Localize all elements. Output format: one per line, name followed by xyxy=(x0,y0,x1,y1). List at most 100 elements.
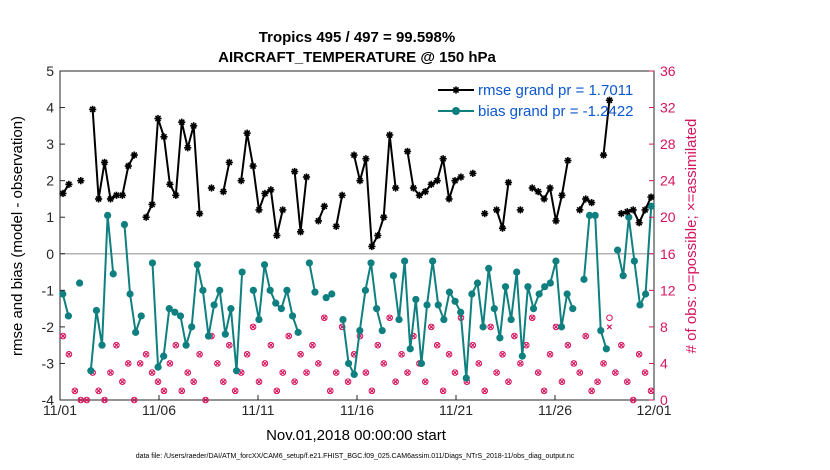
obs-assimilated-point xyxy=(202,397,209,403)
rmse-point xyxy=(552,217,560,225)
bias-point xyxy=(367,259,375,267)
bias-point xyxy=(613,246,622,254)
y-axis-right-label: # of obs: o=possible; ×=assimilated xyxy=(683,119,700,354)
rmse-point xyxy=(261,189,269,198)
rmse-point xyxy=(100,158,109,166)
obs-possible-point xyxy=(641,369,649,376)
obs-possible-point xyxy=(338,323,346,331)
legend-rmse-star xyxy=(452,86,460,94)
obs-possible-point xyxy=(309,341,316,349)
obs-assimilated-point xyxy=(303,369,310,376)
legend: rmse grand pr = 1.7011 bias grand pr = -… xyxy=(438,82,634,120)
rmse-point xyxy=(279,206,287,214)
obs-possible-point xyxy=(380,360,388,367)
obs-assimilated-point xyxy=(404,369,411,376)
rmse-point xyxy=(546,184,554,192)
rmse-point xyxy=(172,191,180,199)
rmse-point xyxy=(148,200,156,209)
bias-point xyxy=(389,272,398,280)
obs-possible-point xyxy=(433,341,441,349)
obs-possible-point xyxy=(71,387,79,395)
y-right-tick-label: 36 xyxy=(660,63,676,79)
rmse-point xyxy=(576,206,584,214)
obs-assimilated-point xyxy=(600,360,607,367)
obs-assimilated-point xyxy=(618,342,624,348)
rmse-point xyxy=(95,195,103,203)
bias-point xyxy=(311,288,319,296)
obs-possible-point xyxy=(511,332,518,340)
rmse-point xyxy=(237,177,245,185)
obs-assimilated-point xyxy=(113,342,120,348)
bias-point xyxy=(204,332,213,340)
obs-possible-point xyxy=(392,378,399,386)
obs-assimilated-point xyxy=(398,351,405,357)
rmse-point xyxy=(255,206,263,214)
bias-point xyxy=(227,305,235,313)
rmse-point xyxy=(629,206,637,214)
y-left-tick-label: -4 xyxy=(42,392,55,408)
legend-bias-label: bias grand pr = -1.2422 xyxy=(478,103,634,120)
obs-possible-point xyxy=(178,387,186,395)
obs-possible-point xyxy=(475,360,483,367)
rmse-point xyxy=(481,209,489,218)
obs-count-markers xyxy=(59,314,655,404)
bias-point xyxy=(59,290,67,298)
obs-assimilated-point xyxy=(559,379,565,385)
rmse-point xyxy=(368,242,376,251)
bias-point xyxy=(199,286,207,294)
rmse-point xyxy=(314,217,322,225)
obs-possible-point xyxy=(101,396,108,404)
rmse-point xyxy=(338,191,346,199)
rmse-point xyxy=(302,173,311,181)
rmse-point xyxy=(184,144,192,152)
rmse-point xyxy=(409,184,418,192)
obs-possible-point xyxy=(534,369,542,376)
x-tick-label: 11/16 xyxy=(340,402,374,418)
obs-possible-point xyxy=(362,369,370,376)
obs-assimilated-point xyxy=(440,388,446,394)
obs-possible-point xyxy=(558,378,566,386)
obs-assimilated-point xyxy=(529,315,535,321)
rmse-line-segment xyxy=(91,109,136,201)
obs-possible-point xyxy=(481,387,489,395)
bias-point xyxy=(277,305,285,313)
obs-assimilated-point xyxy=(321,315,327,321)
legend-bias-marker xyxy=(452,107,460,115)
obs-assimilated-point xyxy=(488,324,494,330)
obs-possible-point xyxy=(374,341,382,349)
chart-title: Tropics 495 / 497 = 99.598% xyxy=(259,29,455,46)
obs-assimilated-point xyxy=(541,388,547,394)
rmse-point xyxy=(249,162,257,170)
obs-possible-point xyxy=(119,378,126,386)
bias-point xyxy=(64,312,73,320)
obs-possible-point xyxy=(570,360,578,367)
obs-possible-point xyxy=(130,396,138,404)
obs-possible-point xyxy=(214,360,221,367)
bias-point xyxy=(260,261,269,269)
bias-point xyxy=(120,220,129,229)
rmse-point xyxy=(516,206,524,214)
bias-point xyxy=(232,367,241,375)
rmse-point xyxy=(528,184,536,192)
obs-assimilated-point xyxy=(612,369,619,376)
obs-possible-point xyxy=(196,351,203,358)
obs-assimilated-point xyxy=(292,379,298,385)
obs-assimilated-point xyxy=(547,351,553,357)
rmse-point xyxy=(219,188,227,196)
y-left-tick-label: 3 xyxy=(46,136,54,152)
bias-point xyxy=(148,259,157,267)
obs-possible-point xyxy=(142,351,150,358)
bias-point xyxy=(154,363,162,371)
bias-point xyxy=(182,341,190,349)
obs-assimilated-point xyxy=(493,369,500,376)
bias-point xyxy=(288,312,297,320)
rmse-series xyxy=(59,96,655,251)
bias-point xyxy=(602,345,610,353)
obs-possible-point xyxy=(487,323,494,331)
bias-point xyxy=(395,315,403,324)
bias-point xyxy=(423,301,431,309)
obs-possible-point xyxy=(297,351,304,358)
obs-assimilated-point xyxy=(363,369,369,376)
y-right-tick-label: 4 xyxy=(660,355,668,371)
obs-possible-point xyxy=(267,341,275,349)
